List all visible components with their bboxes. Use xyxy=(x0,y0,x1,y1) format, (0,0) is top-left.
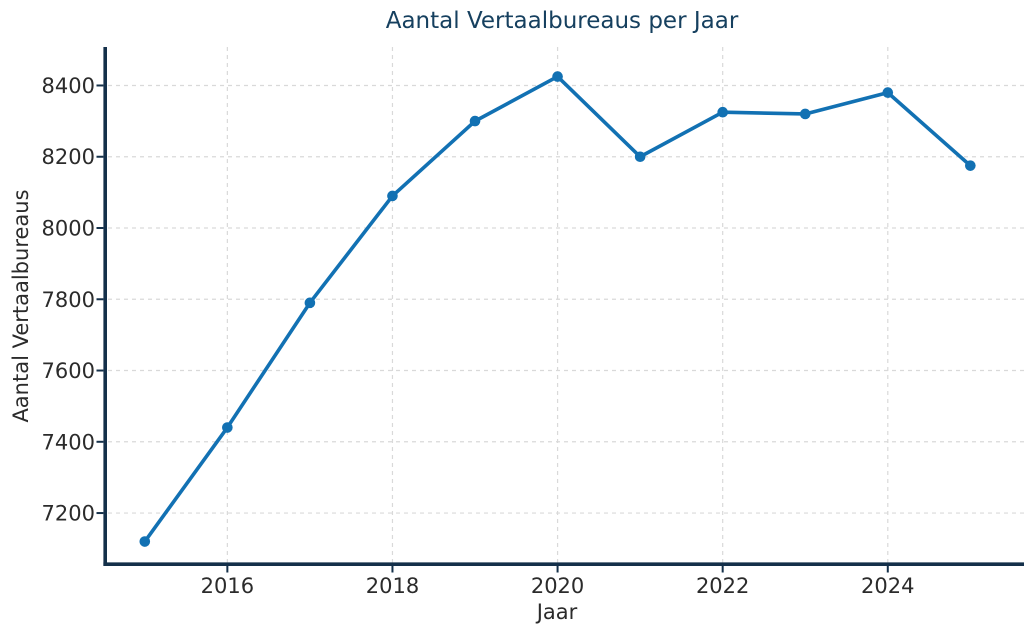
data-point-2015 xyxy=(139,536,151,547)
y-tick-label: 7400 xyxy=(42,430,95,454)
x-tick-label: 2020 xyxy=(531,574,584,598)
data-point-2019 xyxy=(469,115,481,127)
y-tick-label: 7600 xyxy=(42,359,95,383)
x-tick-label: 2022 xyxy=(696,574,749,598)
data-point-2020 xyxy=(552,71,563,82)
x-tick-label: 2018 xyxy=(366,574,419,598)
x-tick-label: 2024 xyxy=(861,574,914,598)
data-point-2017 xyxy=(304,297,316,309)
data-point-2025 xyxy=(965,160,976,171)
data-point-2024 xyxy=(882,87,894,98)
data-point-2018 xyxy=(387,190,398,202)
data-point-2022 xyxy=(717,106,728,118)
x-axis-label: Jaar xyxy=(536,600,578,624)
chart-title: Aantal Vertaalbureaus per Jaar xyxy=(385,8,739,34)
y-tick-label: 8400 xyxy=(42,74,95,98)
y-tick-label: 8000 xyxy=(42,217,95,241)
x-tick-label: 2016 xyxy=(201,574,254,598)
data-point-2023 xyxy=(799,108,811,120)
data-point-2016 xyxy=(222,422,233,433)
data-point-2021 xyxy=(634,151,646,163)
y-tick-label: 8200 xyxy=(42,145,95,169)
y-tick-label: 7800 xyxy=(42,288,95,312)
y-tick-label: 7200 xyxy=(42,502,95,526)
